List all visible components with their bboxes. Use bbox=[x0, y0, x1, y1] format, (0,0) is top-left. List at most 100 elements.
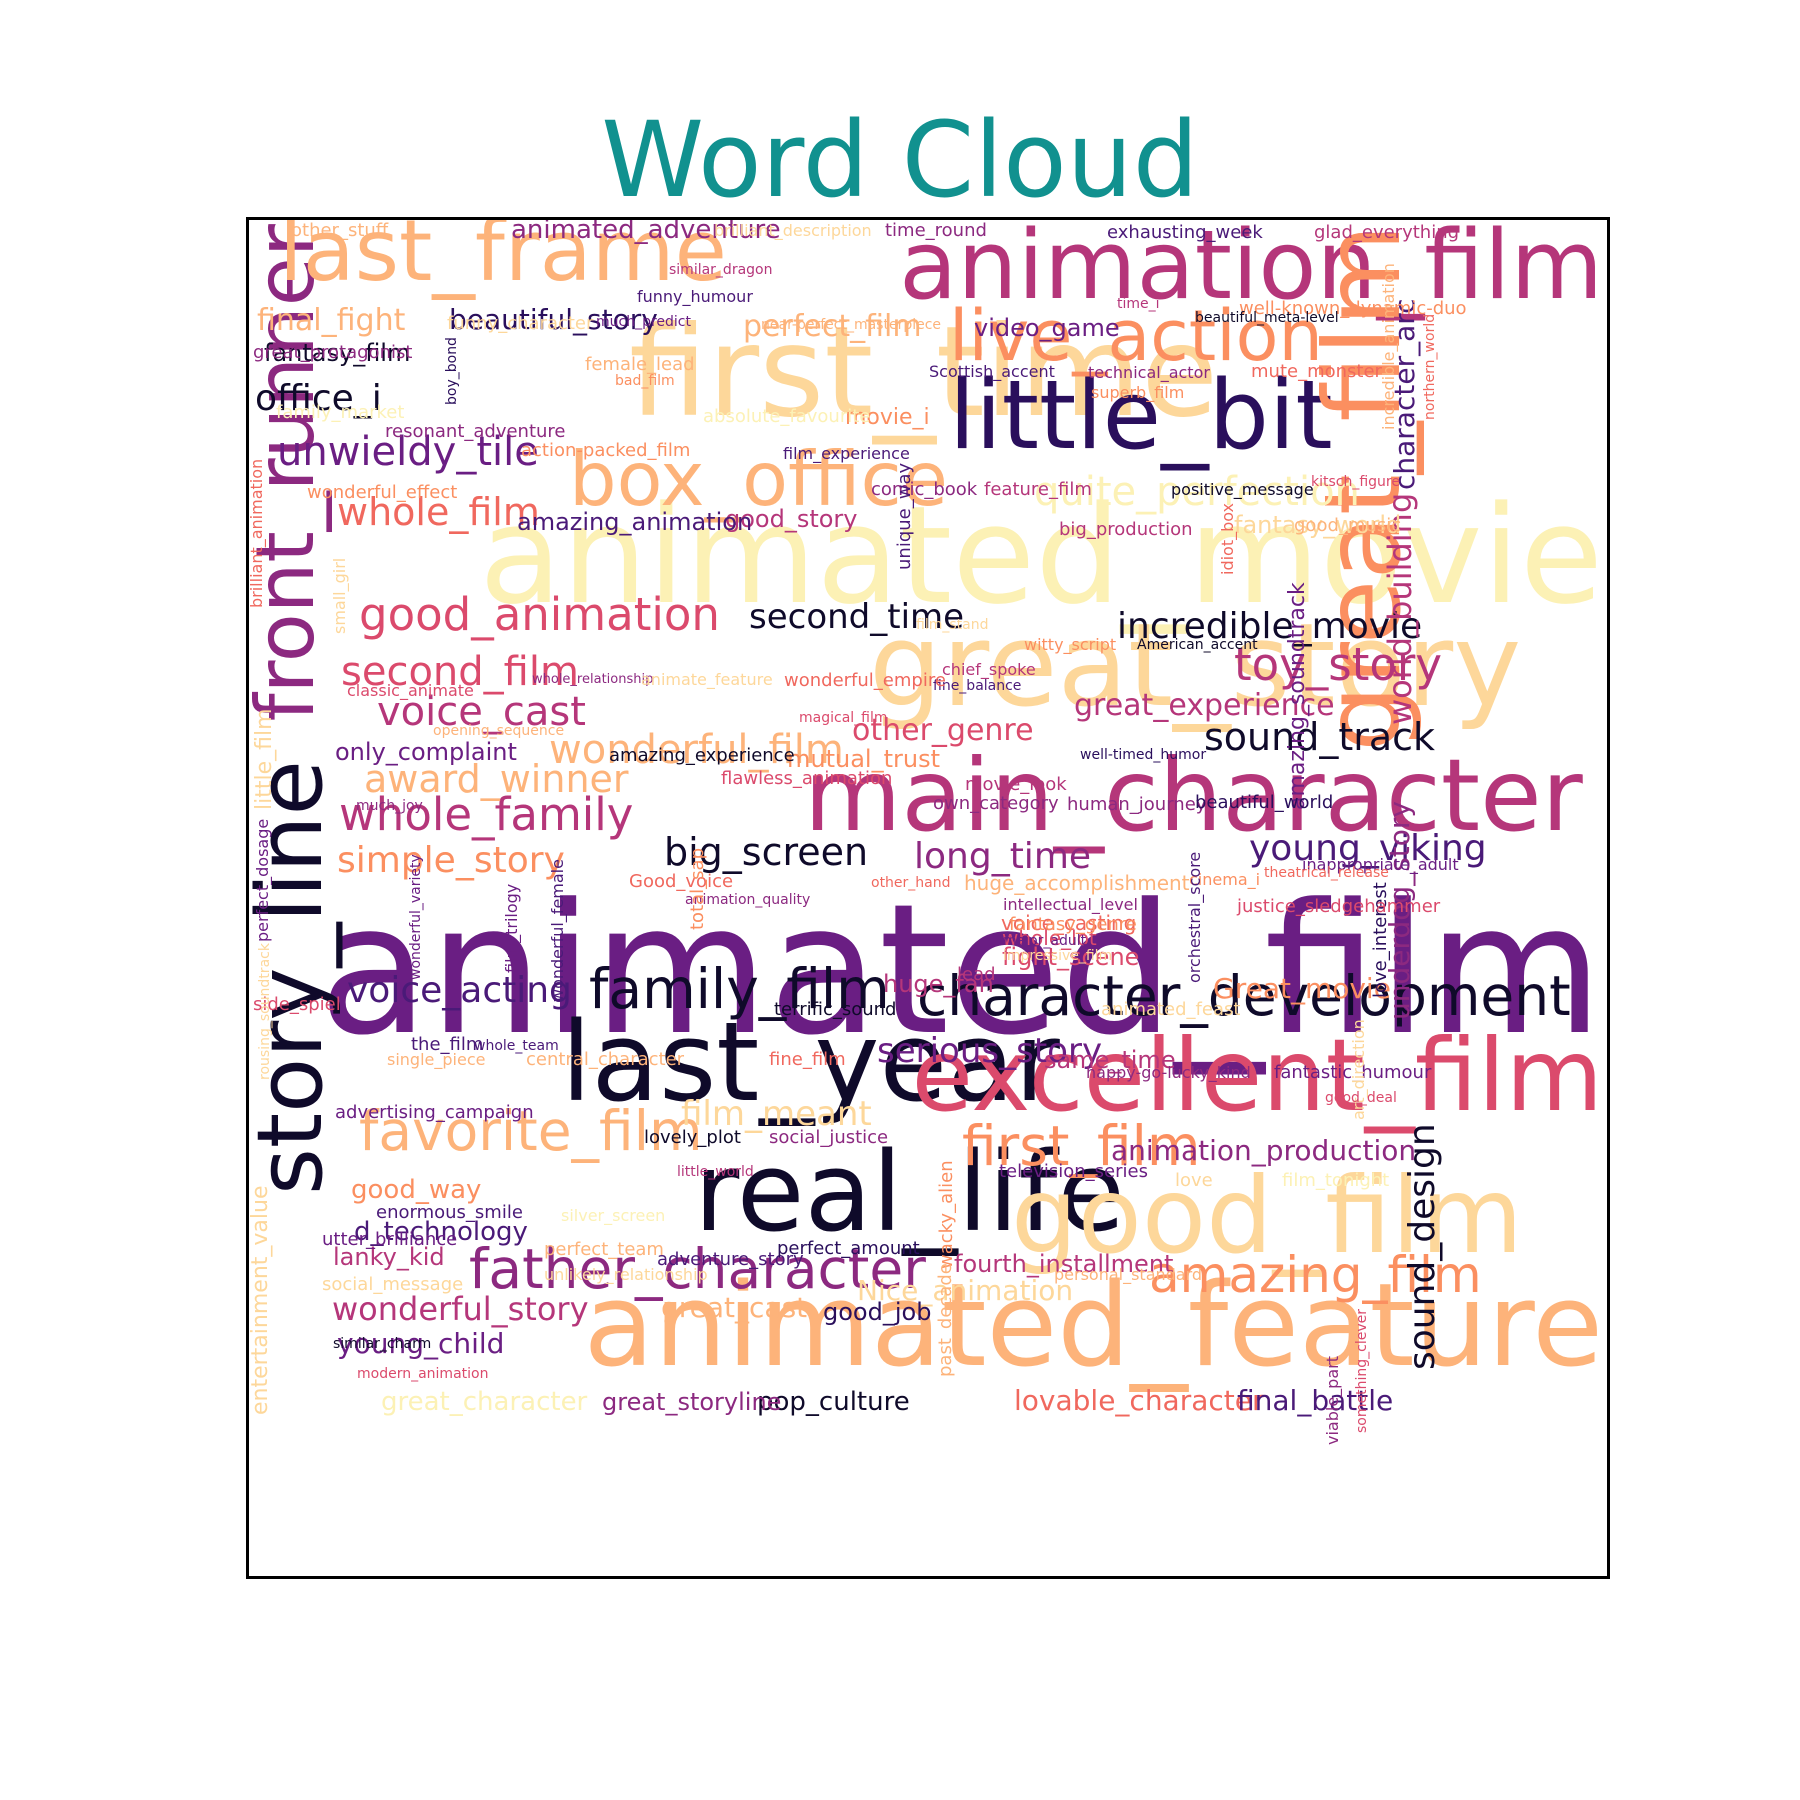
cloud-word: voice_cast bbox=[377, 689, 586, 735]
cloud-word: favorite_film bbox=[359, 1099, 703, 1163]
cloud-word: inappropriate_adult bbox=[1302, 855, 1459, 875]
cloud-word: whole_film bbox=[337, 490, 540, 534]
cloud-word: lovable_character bbox=[1014, 1384, 1264, 1417]
cloud-word: brilliant_animation bbox=[249, 459, 267, 608]
cloud-word: bad_film bbox=[615, 373, 675, 389]
cloud-word: much_joy bbox=[356, 798, 423, 814]
cloud-word: wonderful_empire bbox=[784, 670, 946, 691]
cloud-word: central_character bbox=[526, 1049, 685, 1070]
cloud-word: fight_scene bbox=[1002, 943, 1139, 971]
cloud-word: animated_feast bbox=[1101, 999, 1240, 1020]
cloud-word: whole_team bbox=[474, 1038, 559, 1054]
cloud-word: comic_book bbox=[871, 479, 978, 500]
cloud-word: good_music bbox=[1294, 515, 1401, 536]
cloud-word: fantastic_humour bbox=[1274, 1062, 1432, 1083]
cloud-word: fantasy_world bbox=[1234, 511, 1401, 539]
cloud-word: wonderful_effect bbox=[307, 482, 457, 503]
cloud-word: second_film bbox=[341, 649, 579, 695]
cloud-word: social_justice bbox=[769, 1127, 888, 1148]
cloud-word: something_clever bbox=[1354, 1309, 1370, 1433]
cloud-word: funny_character bbox=[447, 313, 594, 334]
cloud-word: wacky_alien bbox=[936, 1160, 957, 1269]
cloud-word: Scottish_accent bbox=[929, 362, 1055, 382]
cloud-word: voice_casting bbox=[1001, 911, 1136, 935]
cloud-word: other_stuff bbox=[291, 220, 389, 241]
cloud-word: young_child bbox=[337, 1327, 504, 1360]
cloud-word: fine_film bbox=[769, 1049, 846, 1070]
cloud-word: second_time bbox=[749, 597, 964, 637]
cloud-word: love bbox=[1175, 1170, 1213, 1191]
cloud-word: real_life bbox=[694, 1128, 1125, 1256]
cloud-word: American_accent bbox=[1137, 637, 1258, 653]
cloud-word: d_technology bbox=[354, 1217, 528, 1247]
cloud-word: box_office bbox=[569, 435, 948, 523]
cloud-word: lead bbox=[957, 964, 996, 985]
cloud-word: mutual_trust bbox=[787, 745, 940, 773]
cloud-word: television_series bbox=[999, 1161, 1148, 1182]
cloud-word: magical_film bbox=[799, 710, 888, 726]
cloud-word: live_action bbox=[949, 295, 1323, 377]
cloud-word: idiot_box bbox=[1218, 503, 1238, 575]
cloud-word: social_message bbox=[322, 1274, 463, 1295]
cloud-word: voice_acting bbox=[347, 970, 572, 1011]
cloud-word: good_job bbox=[823, 1298, 931, 1326]
cloud-word: advertising_campaign bbox=[335, 1102, 534, 1123]
cloud-word: similar_charm bbox=[333, 1336, 431, 1352]
cloud-word: animation_quality bbox=[685, 892, 810, 908]
cloud-word: time_i bbox=[1117, 296, 1160, 312]
cloud-word: single_piece bbox=[387, 1050, 485, 1070]
cloud-word: beautiful_story bbox=[449, 303, 658, 336]
cloud-word: world_building bbox=[1381, 493, 1419, 725]
cloud-word: animation_film bbox=[899, 220, 1603, 321]
cloud-word: major_adult bbox=[1003, 933, 1087, 949]
cloud-word: personal_standard bbox=[1054, 1265, 1202, 1285]
cloud-word: young_viking bbox=[1249, 828, 1487, 869]
cloud-word: cinema_i bbox=[1189, 870, 1260, 890]
cloud-word: opening_sequence bbox=[433, 723, 564, 739]
cloud-word: human_journey bbox=[1067, 794, 1207, 815]
cloud-word: sound_track bbox=[1204, 715, 1435, 759]
cloud-word: unlikely_relationship bbox=[544, 1265, 708, 1285]
cloud-word: whole_family bbox=[339, 788, 633, 841]
cloud-word: small_girl bbox=[330, 558, 350, 634]
cloud-word: fantasy_film bbox=[264, 339, 410, 367]
cloud-word: pop_culture bbox=[757, 1387, 910, 1417]
cloud-word: animated_feature bbox=[584, 1259, 1603, 1393]
cloud-word: simple_story bbox=[337, 840, 565, 881]
cloud-word: impressive_film bbox=[1003, 948, 1112, 964]
cloud-word: amazing_film bbox=[1149, 1246, 1482, 1304]
cloud-word: own_category bbox=[933, 793, 1059, 814]
cloud-word: amazing_animation bbox=[517, 508, 752, 536]
cloud-word: intellectual_level bbox=[1003, 895, 1138, 915]
page-title: Word Cloud bbox=[601, 99, 1199, 221]
cloud-word: time_round bbox=[885, 220, 987, 241]
cloud-word: great_cast bbox=[661, 1291, 807, 1324]
cloud-word: well-known_dynamic-duo bbox=[1239, 298, 1467, 319]
cloud-word: exhausting_week bbox=[1107, 222, 1263, 243]
cloud-word: last_frame bbox=[279, 220, 727, 301]
word-cloud-frame: animated_film animated_movie animated_fe… bbox=[246, 217, 1610, 1579]
cloud-word: utter_brilliance bbox=[322, 1229, 457, 1250]
cloud-word: movie_look bbox=[965, 774, 1067, 795]
cloud-word: serious_story bbox=[877, 1031, 1102, 1071]
cloud-word: resonant_adventure bbox=[385, 421, 566, 442]
cloud-word: first_time bbox=[629, 300, 1218, 445]
cloud-word: big_production bbox=[1059, 519, 1193, 540]
cloud-word: theatrical_release bbox=[1264, 865, 1389, 881]
cloud-word: lovely_plot bbox=[644, 1127, 741, 1148]
cloud-word: first_film bbox=[962, 1114, 1200, 1178]
cloud-word: beautiful_world bbox=[1195, 792, 1333, 813]
cloud-word: perfect_amount bbox=[777, 1238, 920, 1259]
cloud-word: underdog_story bbox=[1383, 801, 1416, 1020]
cloud-word: glad_everything bbox=[1314, 222, 1459, 243]
cloud-word: near-perfect_masterpiece bbox=[761, 317, 941, 333]
cloud-word: animated_movie bbox=[479, 477, 1603, 634]
cloud-word: film_trilogy bbox=[502, 884, 522, 973]
cloud-word: orchestral_score bbox=[1185, 852, 1205, 983]
cloud-word: female_lead bbox=[585, 354, 695, 375]
cloud-word: silver_screen bbox=[561, 1206, 665, 1226]
cloud-word: wonderful_female bbox=[548, 859, 568, 1002]
cloud-word: film_stand bbox=[916, 617, 988, 633]
cloud-word: the_film bbox=[411, 1034, 483, 1055]
cloud-word: award_winner bbox=[364, 757, 629, 801]
